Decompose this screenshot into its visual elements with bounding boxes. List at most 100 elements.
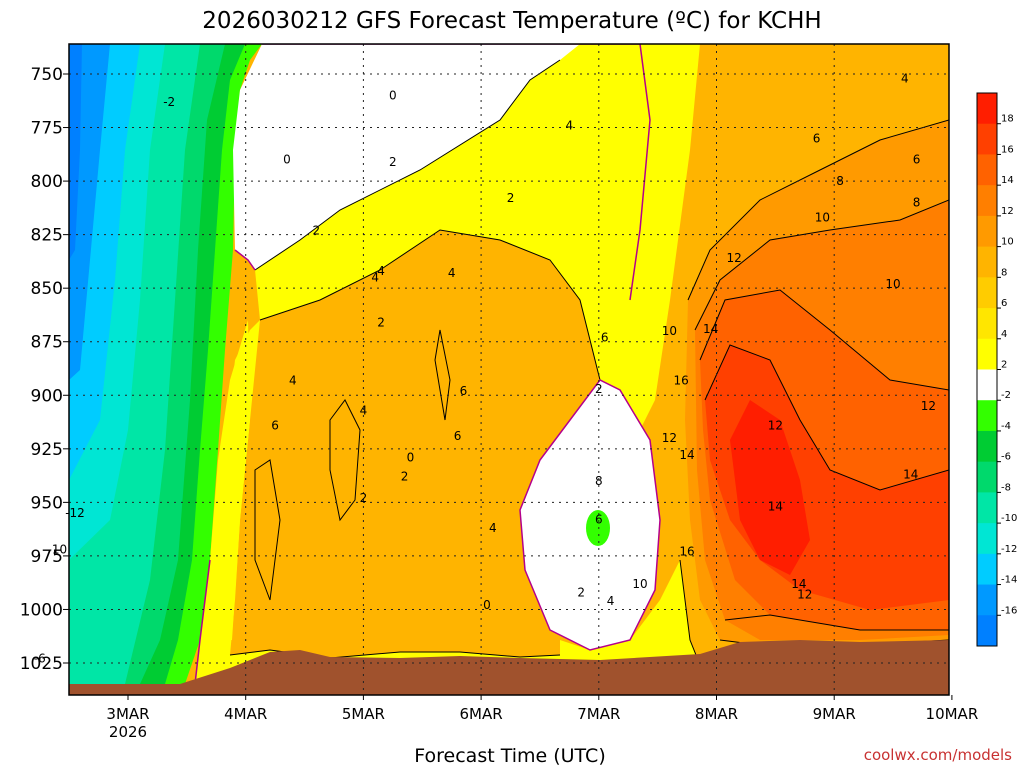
contour-label: 12 (727, 251, 742, 265)
contour-label: 0 (407, 450, 415, 464)
contour-label: 12 (662, 431, 677, 445)
y-tick-label: 825 (31, 226, 63, 246)
contour-label: 2 (312, 223, 320, 237)
x-tick-label: 10MAR (926, 705, 979, 723)
colorbar-swatch (977, 492, 997, 524)
colorbar-label: 12 (1001, 206, 1014, 217)
band-2to4-lower-left (200, 320, 250, 640)
colorbar-label: 8 (1001, 267, 1007, 278)
colorbar-swatch (977, 615, 997, 647)
contour-label: 10 (885, 277, 900, 291)
colorbar-label: -6 (1001, 452, 1011, 463)
y-tick-label: 950 (31, 493, 63, 513)
contour-label: -12 (65, 506, 85, 520)
contour-label: 12 (921, 399, 936, 413)
colorbar-label: -16 (1001, 605, 1017, 616)
y-tick-label: 975 (31, 547, 63, 567)
contour-label: 8 (836, 174, 844, 188)
contour-label: 4 (448, 266, 456, 280)
x-tick-label: 9MAR (813, 705, 856, 723)
colorbar-swatch (977, 338, 997, 370)
x-tick-label: 7MAR (577, 705, 620, 723)
colorbar-swatch (977, 277, 997, 309)
contour-label: 4 (377, 264, 385, 278)
y-tick-label: 750 (31, 65, 63, 85)
x-tick-label: 4MAR (224, 705, 267, 723)
contour-label: -10 (48, 542, 68, 556)
terrain (69, 640, 949, 695)
contour-label: 6 (271, 418, 279, 432)
contour-label: 0 (389, 88, 397, 102)
colorbar-label: -12 (1001, 544, 1017, 555)
contour-label: 12 (797, 587, 812, 601)
colorbar-swatch (977, 584, 997, 616)
contour-label: 2 (401, 470, 409, 484)
colorbar-swatch (977, 369, 997, 401)
contour-label: 10 (662, 324, 677, 338)
colorbar-label: -2 (1001, 390, 1011, 401)
x-axis-label: Forecast Time (UTC) (414, 745, 605, 767)
contour-label: 0 (483, 598, 491, 612)
contour-label: 10 (815, 211, 830, 225)
contour-label: 14 (679, 448, 694, 462)
colorbar-label: 4 (1001, 329, 1007, 340)
contour-label: 6 (601, 330, 609, 344)
colorbar-swatch (977, 246, 997, 278)
contour-label: -2 (163, 95, 175, 109)
contour-label: 4 (566, 118, 574, 132)
colorbar-label: -14 (1001, 575, 1017, 586)
colorbar-swatch (977, 461, 997, 493)
chart-title: 2026030212 GFS Forecast Temperature (ºC)… (202, 8, 821, 34)
y-tick-label: 775 (31, 119, 63, 139)
colorbar-swatch (977, 185, 997, 217)
colorbar-swatch (977, 215, 997, 248)
colorbar-swatch (977, 123, 997, 155)
colorbar-swatch (977, 154, 997, 186)
y-tick-label: 850 (31, 279, 63, 299)
colorbar-swatch (977, 430, 997, 463)
colorbar-label: 6 (1001, 298, 1007, 309)
x-axis: 3MAR 4MAR 5MAR 6MAR 7MAR 8MAR 9MAR 10MAR (106, 695, 978, 723)
contour-label: 4 (289, 373, 297, 387)
contour-label: 16 (674, 373, 689, 387)
contour-label: 6 (913, 153, 921, 167)
contour-label: 4 (901, 71, 909, 85)
band-minus16 (69, 44, 82, 260)
x-tick-label: 6MAR (460, 705, 503, 723)
contour-label: 4 (360, 403, 368, 417)
contour-label: 0 (283, 153, 291, 167)
contour-label: 14 (703, 322, 718, 336)
y-tick-label: 900 (31, 386, 63, 406)
y-tick-label: 875 (31, 333, 63, 353)
x-year-label: 2026 (109, 723, 147, 741)
contour-label: 6 (454, 429, 462, 443)
colorbar-label: 10 (1001, 237, 1014, 248)
contour-label: 2 (577, 585, 585, 599)
colorbar-label: -8 (1001, 482, 1011, 493)
contour-label: 8 (595, 474, 603, 488)
contour-label: 16 (679, 545, 694, 559)
x-tick-label: 8MAR (695, 705, 738, 723)
colorbar-label: 16 (1001, 144, 1014, 155)
colorbar-swatch (977, 553, 997, 586)
x-tick-label: 3MAR (106, 705, 149, 723)
contour-label: 14 (768, 500, 783, 514)
contour-label: 4 (371, 270, 379, 284)
plot-frame (68, 43, 950, 696)
contour-label: 2 (389, 155, 397, 169)
colorbar-label: 18 (1001, 114, 1014, 125)
colorbar-label: 2 (1001, 360, 1007, 371)
y-tick-label: 1025 (20, 654, 63, 674)
contour-label: 14 (791, 577, 806, 591)
colorbar: 18 16 14 12 10 8 6 4 2 -2 -4 -6 -8 -10 -12 -14 -16 (976, 92, 1017, 647)
credit-text: coolwx.com/models (864, 746, 1012, 764)
colorbar-label: -10 (1001, 513, 1017, 524)
contour-label: 2 (377, 315, 385, 329)
zero-isotherm (194, 44, 661, 685)
contour-label: 6 (460, 384, 468, 398)
contour-label: 8 (913, 196, 921, 210)
contour-label: 2 (595, 382, 603, 396)
y-tick-label: 800 (31, 172, 63, 192)
